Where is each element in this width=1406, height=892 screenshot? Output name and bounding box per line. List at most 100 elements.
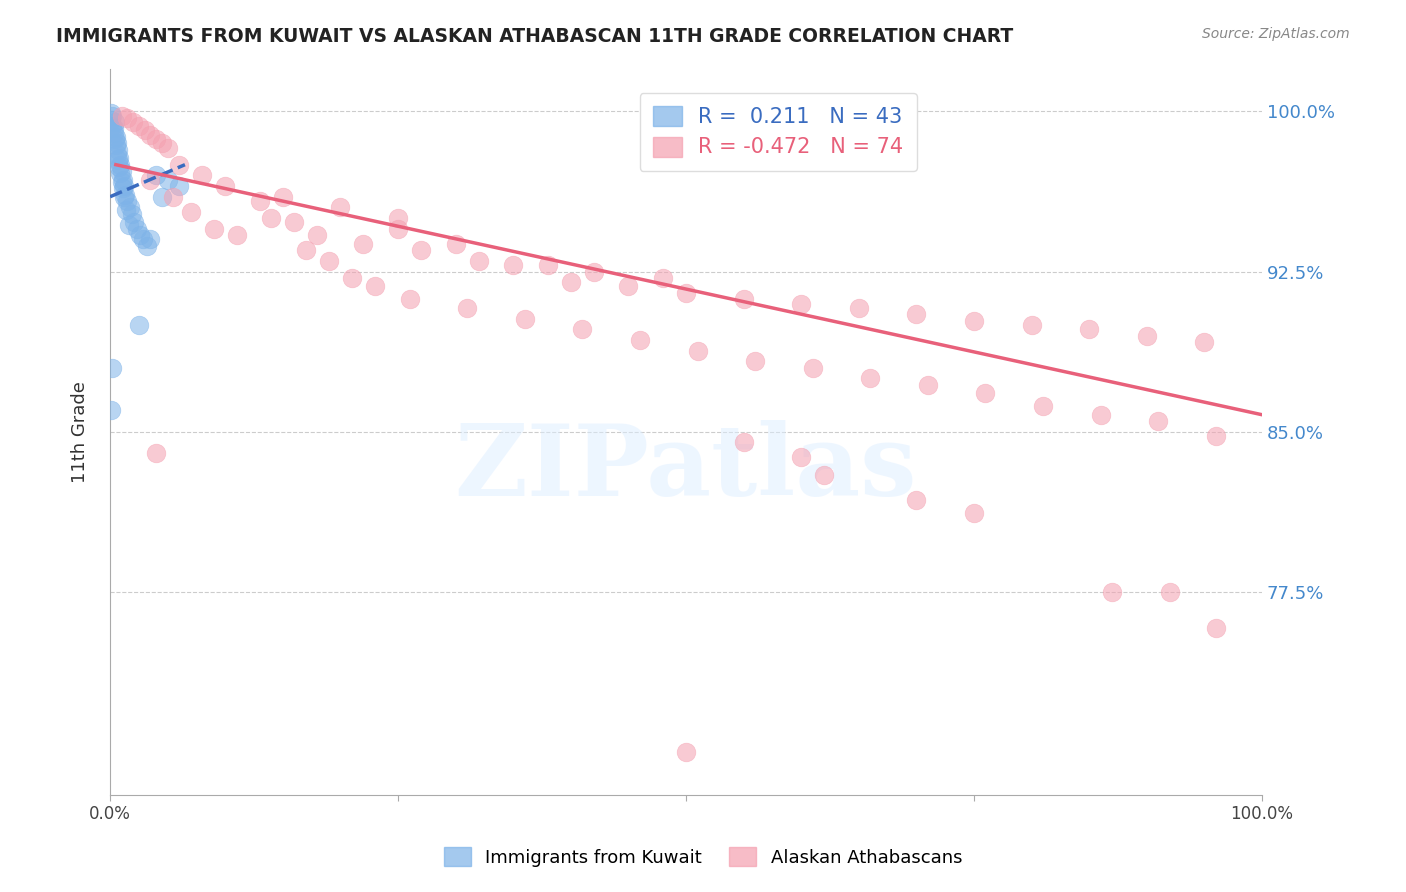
Point	[513, 311, 536, 326]
Point	[675, 285, 697, 300]
Point	[307, 228, 329, 243]
Point	[974, 386, 997, 401]
Point	[134, 123, 156, 137]
Point	[101, 360, 124, 375]
Point	[537, 258, 560, 272]
Point	[502, 258, 524, 272]
Point	[1021, 318, 1043, 332]
Point	[917, 377, 939, 392]
Point	[905, 307, 928, 321]
Point	[963, 313, 986, 327]
Point	[139, 128, 162, 142]
Point	[103, 126, 125, 140]
Point	[110, 164, 132, 178]
Point	[167, 179, 190, 194]
Point	[560, 275, 582, 289]
Point	[107, 143, 129, 157]
Point	[813, 467, 835, 482]
Point	[107, 153, 129, 168]
Point	[150, 190, 173, 204]
Point	[104, 115, 127, 129]
Point	[145, 132, 167, 146]
Point	[398, 293, 420, 307]
Point	[121, 207, 143, 221]
Point	[128, 318, 150, 332]
Point	[191, 169, 214, 183]
Point	[571, 322, 593, 336]
Point	[1205, 621, 1227, 635]
Point	[111, 172, 134, 186]
Point	[444, 236, 467, 251]
Point	[214, 179, 236, 194]
Y-axis label: 11th Grade: 11th Grade	[72, 381, 89, 483]
Point	[132, 232, 155, 246]
Point	[409, 243, 432, 257]
Point	[112, 190, 135, 204]
Point	[101, 109, 124, 123]
Point	[150, 136, 173, 151]
Point	[859, 371, 882, 385]
Point	[905, 493, 928, 508]
Point	[617, 279, 640, 293]
Text: Source: ZipAtlas.com: Source: ZipAtlas.com	[1202, 27, 1350, 41]
Point	[110, 175, 132, 189]
Point	[104, 129, 127, 144]
Point	[100, 106, 122, 120]
Point	[329, 201, 352, 215]
Point	[1147, 414, 1170, 428]
Point	[456, 301, 478, 315]
Text: ZIPatlas: ZIPatlas	[454, 419, 917, 516]
Point	[118, 201, 141, 215]
Point	[295, 243, 318, 257]
Legend: Immigrants from Kuwait, Alaskan Athabascans: Immigrants from Kuwait, Alaskan Athabasc…	[437, 840, 969, 874]
Point	[145, 446, 167, 460]
Point	[283, 215, 305, 229]
Point	[145, 169, 167, 183]
Point	[744, 354, 766, 368]
Point	[125, 221, 148, 235]
Point	[128, 119, 150, 133]
Point	[104, 132, 127, 146]
Point	[100, 403, 122, 417]
Point	[139, 232, 162, 246]
Point	[364, 279, 387, 293]
Point	[110, 166, 132, 180]
Point	[110, 158, 132, 172]
Point	[112, 179, 135, 194]
Point	[117, 218, 139, 232]
Point	[1194, 334, 1216, 349]
Legend: R =  0.211   N = 43, R = -0.472   N = 74: R = 0.211 N = 43, R = -0.472 N = 74	[640, 93, 917, 170]
Point	[139, 172, 162, 186]
Point	[790, 296, 813, 310]
Point	[105, 147, 128, 161]
Point	[114, 187, 136, 202]
Point	[101, 119, 124, 133]
Point	[628, 333, 651, 347]
Point	[467, 253, 489, 268]
Point	[652, 271, 675, 285]
Point	[790, 450, 813, 465]
Point	[271, 190, 294, 204]
Point	[1090, 408, 1112, 422]
Point	[686, 343, 709, 358]
Point	[100, 112, 122, 127]
Point	[1136, 328, 1159, 343]
Point	[129, 228, 152, 243]
Text: IMMIGRANTS FROM KUWAIT VS ALASKAN ATHABASCAN 11TH GRADE CORRELATION CHART: IMMIGRANTS FROM KUWAIT VS ALASKAN ATHABA…	[56, 27, 1014, 45]
Point	[1101, 585, 1123, 599]
Point	[733, 293, 755, 307]
Point	[156, 140, 179, 154]
Point	[1159, 585, 1181, 599]
Point	[115, 202, 138, 217]
Point	[156, 172, 179, 186]
Point	[387, 211, 409, 226]
Point	[675, 745, 697, 759]
Point	[122, 115, 145, 129]
Point	[167, 158, 190, 172]
Point	[1205, 429, 1227, 443]
Point	[202, 221, 225, 235]
Point	[353, 236, 375, 251]
Point	[117, 194, 139, 208]
Point	[122, 215, 145, 229]
Point	[111, 181, 134, 195]
